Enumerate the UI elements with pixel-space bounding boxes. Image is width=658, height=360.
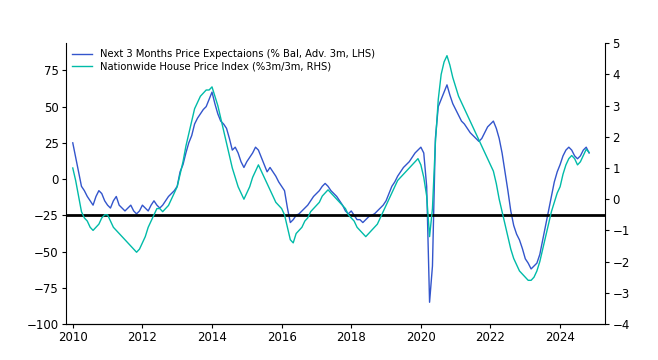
Nationwide House Price Index (%3m/3m, RHS)	[457, 100, 465, 105]
Nationwide House Price Index (%3m/3m, RHS)	[443, 54, 451, 58]
Nationwide House Price Index (%3m/3m, RHS)	[585, 150, 593, 154]
Next 3 Months Price Expectaions (% Bal, Adv. 3m, LHS)	[113, 194, 120, 199]
Next 3 Months Price Expectaions (% Bal, Adv. 3m, LHS)	[585, 151, 593, 155]
Next 3 Months Price Expectaions (% Bal, Adv. 3m, LHS)	[216, 119, 224, 123]
Next 3 Months Price Expectaions (% Bal, Adv. 3m, LHS)	[69, 141, 77, 145]
Next 3 Months Price Expectaions (% Bal, Adv. 3m, LHS)	[162, 199, 170, 203]
Nationwide House Price Index (%3m/3m, RHS)	[118, 234, 126, 239]
Next 3 Months Price Expectaions (% Bal, Adv. 3m, LHS)	[118, 206, 126, 210]
Nationwide House Price Index (%3m/3m, RHS)	[216, 116, 224, 120]
Legend: Next 3 Months Price Expectaions (% Bal, Adv. 3m, LHS), Nationwide House Price In: Next 3 Months Price Expectaions (% Bal, …	[71, 48, 376, 73]
Next 3 Months Price Expectaions (% Bal, Adv. 3m, LHS)	[443, 83, 451, 87]
Nationwide House Price Index (%3m/3m, RHS)	[524, 278, 532, 283]
Next 3 Months Price Expectaions (% Bal, Adv. 3m, LHS)	[426, 300, 434, 305]
Nationwide House Price Index (%3m/3m, RHS)	[295, 228, 303, 233]
Line: Nationwide House Price Index (%3m/3m, RHS): Nationwide House Price Index (%3m/3m, RH…	[73, 56, 589, 280]
Nationwide House Price Index (%3m/3m, RHS)	[162, 206, 170, 211]
Nationwide House Price Index (%3m/3m, RHS)	[69, 166, 77, 170]
Line: Next 3 Months Price Expectaions (% Bal, Adv. 3m, LHS): Next 3 Months Price Expectaions (% Bal, …	[73, 85, 589, 302]
Next 3 Months Price Expectaions (% Bal, Adv. 3m, LHS)	[461, 122, 468, 126]
Nationwide House Price Index (%3m/3m, RHS)	[113, 228, 120, 233]
Next 3 Months Price Expectaions (% Bal, Adv. 3m, LHS)	[295, 212, 303, 216]
